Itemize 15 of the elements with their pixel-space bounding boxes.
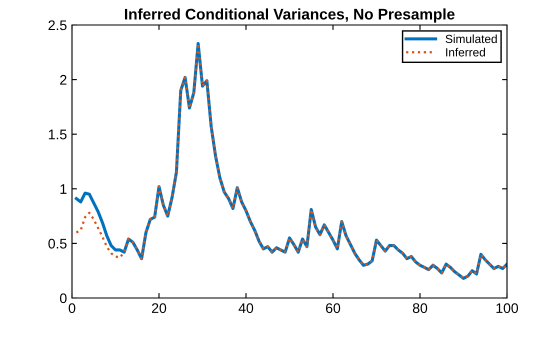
legend-label: Inferred (446, 48, 485, 56)
y-tick-label: 0 (60, 293, 67, 304)
x-tick-label: 80 (412, 303, 428, 314)
y-tick-label: 0.5 (48, 238, 67, 249)
y-tick-label: 1.5 (48, 130, 67, 140)
x-tick-label: 60 (326, 303, 340, 314)
legend-label: Simulated (446, 34, 497, 44)
x-tick-label: 100 (496, 303, 518, 314)
y-tick-label: 2.5 (48, 20, 67, 30)
x-tick-label: 20 (152, 303, 166, 314)
y-tick-label: 2 (60, 74, 66, 85)
chart-title: Inferred Conditional Variances, No Presample (124, 8, 455, 23)
y-tick-label: 1 (60, 184, 66, 194)
x-tick-label: 40 (238, 303, 254, 314)
x-tick-label: 0 (68, 303, 76, 314)
